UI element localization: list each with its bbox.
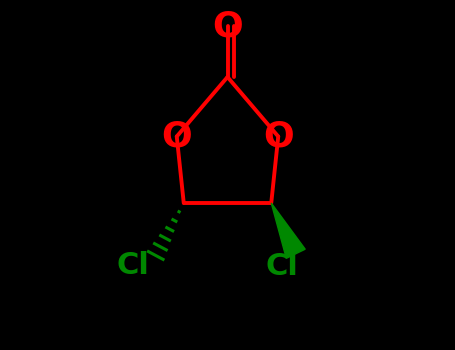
Text: Cl: Cl [116, 252, 149, 280]
Text: O: O [212, 9, 243, 43]
Text: Cl: Cl [265, 252, 298, 281]
Text: O: O [162, 119, 192, 154]
Polygon shape [271, 203, 305, 258]
Text: O: O [263, 119, 293, 154]
